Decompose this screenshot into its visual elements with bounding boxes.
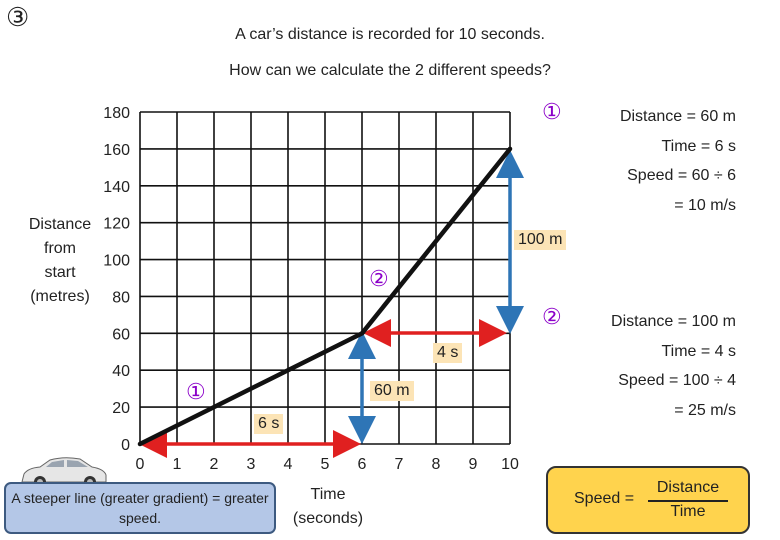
calc-one-line: Time = 6 s — [661, 137, 736, 155]
x-tick-label: 8 — [432, 456, 441, 473]
calc-one-line: = 10 m/s — [674, 196, 736, 214]
calc-two-panel: Distance = 100 m Time = 4 s Speed = 100 … — [540, 307, 736, 425]
formula-denominator: Time — [670, 503, 706, 520]
gradient-note-text: A steeper line (greater gradient) = grea… — [11, 490, 269, 526]
formula-label: Speed = — [574, 490, 635, 507]
y-tick-label: 0 — [121, 437, 130, 454]
speed-formula-box: Speed = Distance Time — [546, 466, 750, 534]
calc-two-line: Time = 4 s — [661, 342, 736, 360]
segment-one-marker: ① — [186, 379, 206, 404]
x-axis-label: Time (seconds) — [280, 483, 376, 531]
four-seconds-label: 4 s — [433, 343, 463, 363]
six-seconds-label: 6 s — [254, 414, 284, 434]
calc-one-line: Speed = 60 ÷ 6 — [627, 167, 736, 184]
x-tick-label: 2 — [210, 456, 219, 473]
x-tick-label: 0 — [136, 456, 145, 473]
data-point — [138, 442, 142, 446]
x-tick-label: 9 — [469, 456, 478, 473]
calc-two-line: = 25 m/s — [674, 401, 736, 419]
y-axis-label-line: Distance — [28, 216, 92, 233]
x-tick-label: 10 — [501, 456, 519, 473]
x-tick-labels: 0 1 2 3 4 5 6 7 8 9 10 — [136, 456, 519, 473]
y-tick-label: 160 — [103, 142, 130, 159]
sixty-metres-label: 60 m — [370, 381, 414, 401]
y-tick-label: 60 — [112, 326, 130, 343]
question-number: ③ — [6, 2, 30, 32]
hundred-metres-label: 100 m — [514, 230, 567, 250]
calc-two-line: Distance = 100 m — [611, 313, 736, 330]
question-line-2: How can we calculate the 2 different spe… — [229, 62, 551, 79]
calc-two-marker: ② — [542, 304, 562, 329]
y-tick-label: 140 — [103, 179, 130, 196]
x-axis-label-line: (seconds) — [292, 510, 364, 527]
data-point — [360, 331, 364, 336]
y-tick-label: 180 — [103, 105, 130, 122]
segment-two-marker: ② — [369, 266, 389, 291]
data-point — [508, 146, 512, 151]
y-axis-label: Distance from start (metres) — [20, 213, 100, 309]
calc-one-line: Distance = 60 m — [619, 108, 736, 125]
question-line-1: A car’s distance is recorded for 10 seco… — [235, 26, 545, 43]
calc-one-panel: Distance = 60 m Time = 6 s Speed = 60 ÷ … — [540, 102, 736, 220]
formula-numerator: Distance — [656, 479, 720, 496]
y-tick-label: 80 — [112, 289, 130, 306]
y-tick-label: 120 — [103, 216, 130, 233]
y-axis-label-line: (metres) — [30, 288, 90, 305]
x-tick-label: 7 — [395, 456, 404, 473]
y-axis-label-line: start — [44, 264, 76, 281]
x-tick-label: 5 — [321, 456, 330, 473]
x-tick-label: 1 — [173, 456, 182, 473]
distance-line — [137, 146, 513, 447]
y-tick-label: 40 — [112, 363, 130, 380]
x-tick-label: 6 — [358, 456, 367, 473]
calc-one-marker: ① — [542, 99, 562, 124]
x-tick-label: 3 — [247, 456, 256, 473]
y-tick-label: 100 — [103, 253, 130, 270]
calc-two-line: Speed = 100 ÷ 4 — [618, 372, 736, 389]
formula-fraction-bar — [648, 500, 728, 502]
y-tick-label: 20 — [112, 400, 130, 417]
gradient-note: A steeper line (greater gradient) = grea… — [4, 482, 276, 534]
y-axis-label-line: from — [44, 240, 76, 257]
x-axis-label-line: Time — [310, 486, 346, 503]
y-tick-labels: 0 20 40 60 80 100 120 140 160 180 — [103, 105, 130, 454]
x-tick-label: 4 — [284, 456, 293, 473]
